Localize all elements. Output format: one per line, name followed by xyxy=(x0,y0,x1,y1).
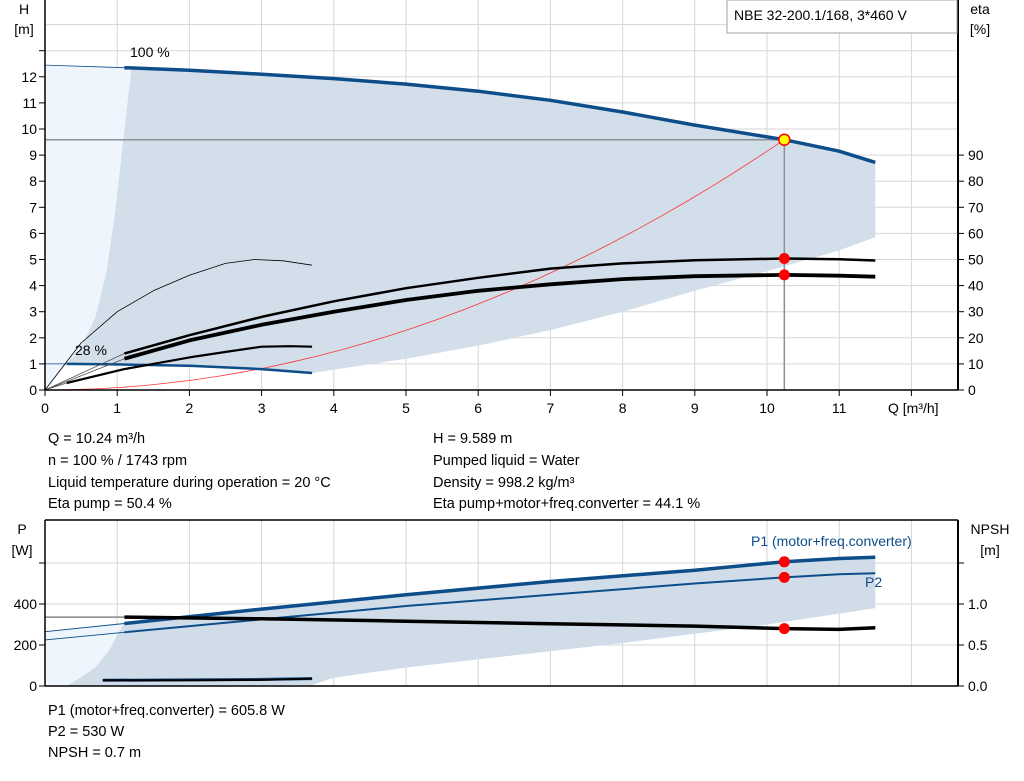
curve-p2 xyxy=(124,572,876,634)
y-axis-label-left: H xyxy=(19,1,29,17)
y-tick-label-right: 90 xyxy=(968,147,984,163)
curve-eta_total_min-extension xyxy=(44,382,67,391)
y-axis-label-left: P xyxy=(17,521,26,537)
x-tick-label: 9 xyxy=(691,400,699,416)
y-tick-label-left: 0 xyxy=(29,678,37,694)
operating-range-light xyxy=(45,65,132,390)
y-tick-label-left: 1 xyxy=(29,356,37,372)
p2-label: P2 xyxy=(865,574,882,590)
x-tick-label: 3 xyxy=(258,400,266,416)
y-tick-label-left: 6 xyxy=(29,225,37,241)
x-tick-label: 11 xyxy=(832,400,847,416)
info-npsh: NPSH = 0.7 m xyxy=(48,745,142,761)
info-h: H = 9.589 m xyxy=(433,431,513,447)
p2-marker xyxy=(778,571,790,583)
y-tick-label-right: 0.0 xyxy=(968,678,988,694)
x-tick-label: 4 xyxy=(330,400,338,416)
x-tick-label: 7 xyxy=(547,400,555,416)
curve-p1 xyxy=(124,555,876,626)
x-tick-label: 6 xyxy=(474,400,482,416)
curve-npsh xyxy=(124,615,876,632)
title-box xyxy=(726,0,958,34)
npsh-marker xyxy=(778,623,790,635)
info-density: Density = 998.2 kg/m³ xyxy=(433,475,575,491)
curve-eta_pump_min xyxy=(44,259,313,391)
y-axis-unit-right: [m] xyxy=(980,542,999,558)
eta-pump-marker xyxy=(778,252,790,264)
info-speed: n = 100 % / 1743 rpm xyxy=(48,453,188,469)
y-tick-label-left: 3 xyxy=(29,304,37,320)
info-q: Q = 10.24 m³/h xyxy=(48,431,146,447)
p1-marker xyxy=(778,556,790,568)
y-axis-unit-right: [%] xyxy=(970,21,990,37)
y-tick-label-left: 4 xyxy=(29,278,37,294)
y-tick-label-right: 1.0 xyxy=(968,596,988,612)
curve-label-28: 28 % xyxy=(75,342,107,358)
info-eta-pump: Eta pump = 50.4 % xyxy=(48,496,172,512)
curve-head_100-extension xyxy=(44,64,125,69)
curve-eta_total-extension xyxy=(44,358,125,391)
x-tick-label: 0 xyxy=(41,400,49,416)
y-tick-label-left: 11 xyxy=(22,95,37,111)
chart-title: NBE 32-200.1/168, 3*460 V xyxy=(734,7,907,23)
y-tick-label-right: 60 xyxy=(968,225,984,241)
y-tick-label-left: 200 xyxy=(14,637,38,653)
curve-p2-extension xyxy=(44,631,125,641)
curve-eta_total xyxy=(123,272,876,361)
y-tick-label-left: 8 xyxy=(29,173,37,189)
y-tick-label-left: 400 xyxy=(14,596,38,612)
curve-npsh_min xyxy=(102,677,313,682)
y-tick-label-left: 9 xyxy=(29,147,37,163)
operating-range xyxy=(66,67,876,373)
info-liquid: Pumped liquid = Water xyxy=(433,453,580,469)
info-p1: P1 (motor+freq.converter) = 605.8 W xyxy=(48,703,285,719)
y-axis-unit-left: [m] xyxy=(14,21,33,37)
system-curve xyxy=(44,139,785,391)
y-tick-label-right: 30 xyxy=(968,304,984,320)
x-tick-label: 5 xyxy=(402,400,410,416)
y-tick-label-right: 80 xyxy=(968,173,984,189)
y-tick-label-right: 10 xyxy=(968,356,984,372)
y-tick-label-left: 5 xyxy=(29,252,37,268)
x-tick-label: 8 xyxy=(619,400,627,416)
y-tick-label-right: 20 xyxy=(968,330,984,346)
y-axis-label-right: eta xyxy=(970,1,990,17)
curve-eta_pump-extension xyxy=(44,353,125,391)
eta-total-marker xyxy=(778,269,790,281)
y-axis-label-right: NPSH xyxy=(971,521,1010,537)
curve-p1-extension xyxy=(44,623,125,633)
y-tick-label-left: 0 xyxy=(29,382,37,398)
operating-range-light xyxy=(45,623,125,686)
y-tick-label-right: 0 xyxy=(968,382,976,398)
y-tick-label-left: 10 xyxy=(21,121,37,137)
x-tick-label: 10 xyxy=(759,400,775,416)
info-p2: P2 = 530 W xyxy=(48,724,125,740)
curve-head_100 xyxy=(124,65,876,165)
p1-label: P1 (motor+freq.converter) xyxy=(751,533,912,549)
curve-label-100: 100 % xyxy=(130,44,170,60)
y-tick-label-left: 12 xyxy=(21,69,37,85)
y-tick-label-right: 0.5 xyxy=(968,637,988,653)
info-eta-total: Eta pump+motor+freq.converter = 44.1 % xyxy=(433,496,701,512)
y-tick-label-right: 70 xyxy=(968,199,984,215)
x-axis-label: Q [m³/h] xyxy=(888,400,939,416)
y-tick-label-left: 2 xyxy=(29,330,37,346)
duty-point-marker xyxy=(778,133,791,146)
y-tick-label-right: 50 xyxy=(968,252,984,268)
curve-eta_total_min xyxy=(66,345,313,385)
x-tick-label: 2 xyxy=(186,400,194,416)
info-temperature: Liquid temperature during operation = 20… xyxy=(48,475,331,491)
y-tick-label-left: 7 xyxy=(29,199,37,215)
curve-eta_pump xyxy=(124,257,876,355)
y-tick-label-right: 40 xyxy=(968,278,984,294)
x-tick-label: 1 xyxy=(113,400,121,416)
y-axis-unit-left: [W] xyxy=(12,542,33,558)
